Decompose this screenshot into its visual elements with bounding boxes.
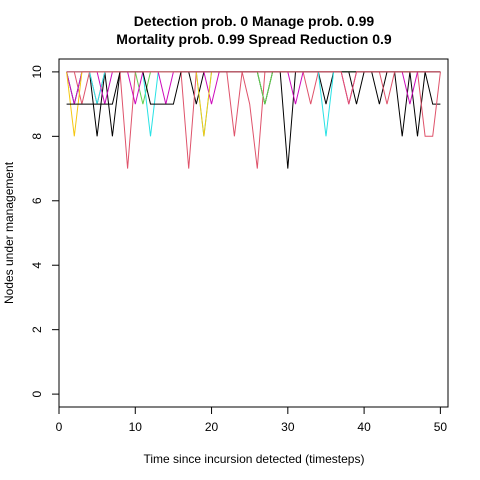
y-tick-label: 8 (30, 133, 44, 140)
x-tick-label: 0 (56, 420, 63, 434)
x-tick-label: 30 (281, 420, 295, 434)
y-tick-label: 4 (30, 262, 44, 269)
x-axis: 0 10 20 30 40 50 (56, 406, 448, 434)
y-axis: 0 2 4 6 8 10 (30, 65, 60, 397)
y-tick-label: 2 (30, 326, 44, 333)
x-tick-label: 50 (434, 420, 448, 434)
x-tick-label: 10 (129, 420, 143, 434)
x-tick-label: 20 (205, 420, 219, 434)
y-tick-label: 6 (30, 197, 44, 204)
chart-title-line2: Mortality prob. 0.99 Spread Reduction 0.… (116, 31, 392, 47)
y-tick-label: 10 (30, 65, 44, 79)
x-axis-label: Time since incursion detected (timesteps… (144, 452, 365, 466)
series-lines (66, 71, 441, 169)
y-axis-label: Nodes under management (2, 161, 16, 304)
y-tick-label: 0 (30, 390, 44, 397)
x-tick-label: 40 (357, 420, 371, 434)
chart-title-line1: Detection prob. 0 Manage prob. 0.99 (134, 13, 375, 29)
series-line-10 (66, 71, 441, 105)
